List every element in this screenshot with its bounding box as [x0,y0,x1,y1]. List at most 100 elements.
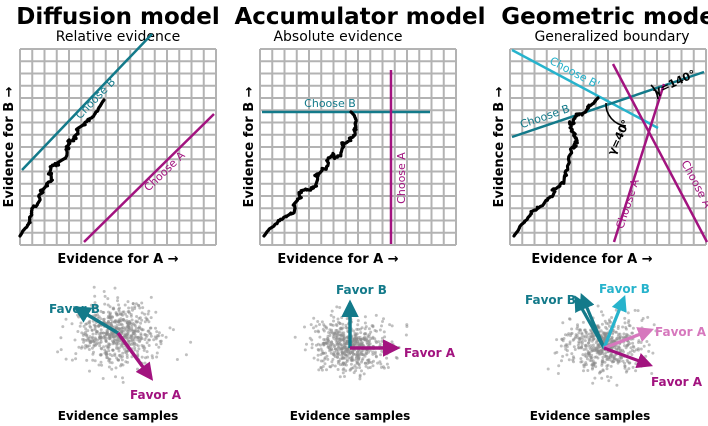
evidence-sample-dot [99,309,103,313]
evidence-sample-dot [110,354,114,358]
evidence-sample-dot [583,363,587,367]
evidence-sample-dot [93,326,97,330]
evidence-sample-dot [557,364,561,368]
evidence-sample-dot [654,329,658,333]
angle-arc-140 [650,84,659,100]
evidence-sample-dot [356,323,360,327]
evidence-sample-dot [140,318,144,322]
evidence-sample-dot [598,350,602,353]
samples-label: Evidence samples [58,409,179,423]
evidence-sample-dot [320,320,324,324]
evidence-sample-dot [625,358,629,362]
evidence-sample-dot [587,332,591,336]
evidence-sample-dot [591,338,595,342]
evidence-sample-dot [404,347,408,351]
evidence-sample-dot [312,316,316,320]
evidence-sample-dot [589,344,593,348]
evidence-sample-dot [336,343,340,347]
evidence-sample-dot [363,327,367,331]
evidence-sample-dot [357,363,361,367]
boundary-choose-a [83,113,215,243]
evidence-sample-dot [99,360,103,364]
evidence-sample-dot [328,365,332,369]
evidence-sample-dot [367,335,371,339]
evidence-sample-dot [76,330,80,333]
evidence-sample-dot [107,342,111,346]
evidence-sample-dot [114,320,118,324]
evidence-sample-dot [126,322,130,326]
vector-label-favor-a: Favor A [651,375,703,389]
evidence-sample-dot [105,329,109,332]
evidence-sample-dot [93,359,97,363]
evidence-sample-dot [82,332,86,336]
evidence-sample-dot [316,320,320,323]
evidence-sample-dot [581,337,585,341]
evidence-sample-dot [171,328,175,332]
evidence-sample-dot [595,339,599,343]
evidence-sample-dot [107,349,111,353]
angle-label-40: γ=40° [605,118,633,158]
evidence-sample-dot [390,324,394,328]
evidence-sample-dot [355,332,359,336]
evidence-sample-dot [97,332,101,336]
evidence-sample-dot [615,337,619,341]
evidence-sample-dot [316,348,320,351]
evidence-sample-dot [116,327,120,331]
evidence-sample-dot [319,353,323,357]
evidence-sample-dot [79,346,83,350]
evidence-sample-dot [331,342,335,346]
evidence-sample-dot [378,328,382,332]
boundary-choose-b [21,33,153,171]
evidence-sample-dot [344,345,348,349]
evidence-sample-dot [330,348,334,352]
evidence-sample-dot [616,324,620,328]
evidence-sample-dot [345,317,349,321]
evidence-sample-dot [331,335,335,339]
evidence-sample-dot [394,356,398,359]
evidence-sample-dot [102,317,106,321]
evidence-sample-dot [329,313,333,317]
evidence-sample-dot [344,313,348,317]
evidence-sample-dot [605,367,609,371]
evidence-sample-dot [361,357,365,361]
evidence-sample-dot [133,329,136,333]
evidence-sample-dot [627,324,631,327]
evidence-sample-dot [570,352,574,356]
evidence-sample-dot [89,303,93,307]
evidence-sample-dot [591,359,595,363]
evidence-sample-dot [98,353,102,357]
evidence-sample-dot [133,346,137,350]
evidence-sample-dot [374,354,378,358]
evidence-grid [19,48,217,246]
evidence-sample-dot [405,325,409,328]
vector-favor-a [116,331,154,381]
evidence-sample-dot [157,331,161,335]
panel-title: Geometric model [501,4,708,30]
evidence-sample-dot [362,372,366,376]
evidence-sample-dot [386,366,390,369]
evidence-sample-dot [357,354,360,357]
evidence-sample-dot [99,328,103,332]
evidence-sample-dot [630,353,634,357]
evidence-sample-dot [561,321,565,325]
evidence-sample-dot [338,330,342,334]
evidence-sample-dot [644,354,648,358]
evidence-sample-dot [87,337,91,341]
evidence-sample-dot [362,337,366,341]
evidence-sample-dot [584,352,588,356]
evidence-sample-dot [373,329,377,332]
evidence-sample-dot [564,347,568,351]
evidence-sample-dot [565,343,569,347]
evidence-sample-dot [154,343,158,347]
evidence-sample-dot [319,359,323,363]
evidence-sample-dot [102,345,106,349]
vector-label-favor-a: Favor A [404,346,456,360]
evidence-sample-dot [95,342,98,346]
evidence-sample-dot [382,366,386,370]
evidence-sample-dot [631,365,635,369]
evidence-sample-dot [599,329,603,333]
evidence-sample-dot [85,358,89,362]
evidence-sample-dot [88,319,92,323]
evidence-sample-dot [343,336,346,340]
evidence-sample-dot [327,339,331,343]
